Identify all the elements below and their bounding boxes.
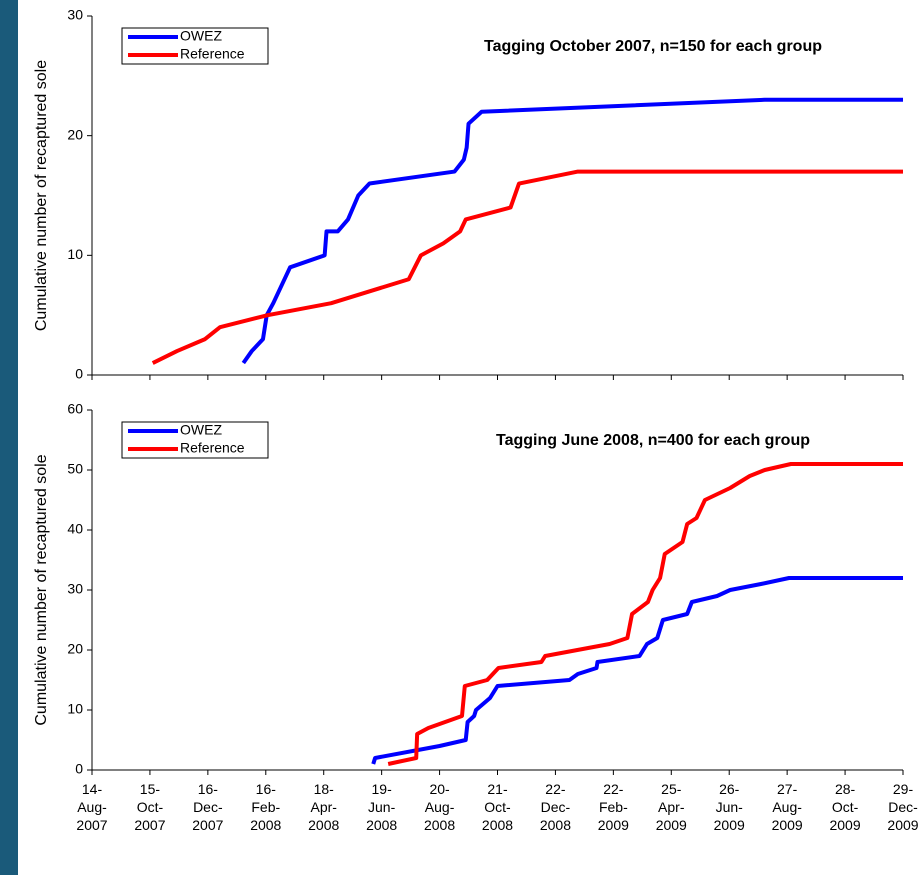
x-tick-label: 26-Jun-2009: [714, 781, 745, 833]
x-tick-label: 22-Feb-2009: [598, 781, 629, 833]
x-tick-label: 16-Feb-2008: [250, 781, 281, 833]
y-tick-label: 50: [67, 461, 83, 477]
chart-title: Tagging June 2008, n=400 for each group: [496, 432, 810, 449]
legend-label: OWEZ: [180, 28, 222, 44]
y-axis-label: Cumulative number of recaptured sole: [33, 60, 50, 331]
y-axis-label: Cumulative number of recaptured sole: [33, 454, 50, 725]
series-line: [371, 576, 903, 765]
x-tick-label: 29-Dec-2009: [887, 781, 918, 833]
x-tick-label: 14-Aug-2007: [76, 781, 107, 833]
series-line: [151, 169, 903, 365]
x-tick-label: 28-Oct-2009: [829, 781, 860, 833]
x-tick-label: 22-Dec-2008: [540, 781, 571, 833]
chart-title: Tagging October 2007, n=150 for each gro…: [484, 38, 822, 55]
y-tick-label: 10: [67, 701, 83, 717]
y-tick-label: 30: [67, 7, 83, 23]
y-tick-label: 20: [67, 126, 83, 142]
x-tick-label: 25-Apr-2009: [656, 781, 687, 833]
x-tick-label: 20-Aug-2008: [424, 781, 455, 833]
y-tick-label: 60: [67, 401, 83, 417]
y-tick-label: 10: [67, 246, 83, 262]
y-tick-label: 40: [67, 521, 83, 537]
side-strip: [0, 0, 18, 875]
legend-label: Reference: [180, 440, 245, 456]
legend-label: OWEZ: [180, 422, 222, 438]
y-tick-label: 0: [75, 366, 83, 382]
legend-box: [121, 27, 269, 65]
y-tick-label: 0: [75, 761, 83, 777]
legend-box: [121, 421, 269, 459]
x-tick-label: 19-Jun-2008: [366, 781, 397, 833]
legend-label: Reference: [180, 46, 245, 62]
y-tick-label: 30: [67, 581, 83, 597]
x-tick-label: 27-Aug-2009: [772, 781, 803, 833]
y-tick-label: 20: [67, 641, 83, 657]
series-line: [241, 97, 903, 365]
x-tick-label: 16-Dec-2007: [192, 781, 223, 833]
x-tick-label: 18-Apr-2008: [308, 781, 339, 833]
x-tick-label: 15-Oct-2007: [134, 781, 165, 833]
x-tick-label: 21-Oct-2008: [482, 781, 513, 833]
series-line: [387, 462, 903, 766]
